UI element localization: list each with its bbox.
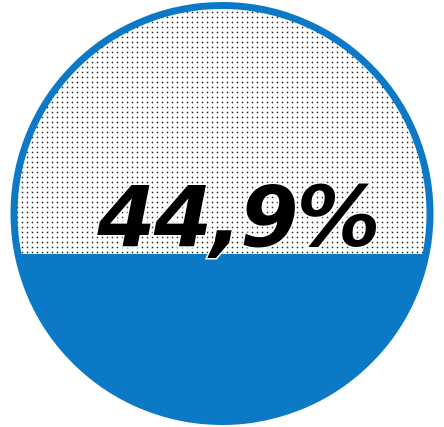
gauge-outline xyxy=(10,2,434,425)
gauge-fill-level xyxy=(14,254,430,422)
percentage-value: 44,9% xyxy=(96,168,378,266)
